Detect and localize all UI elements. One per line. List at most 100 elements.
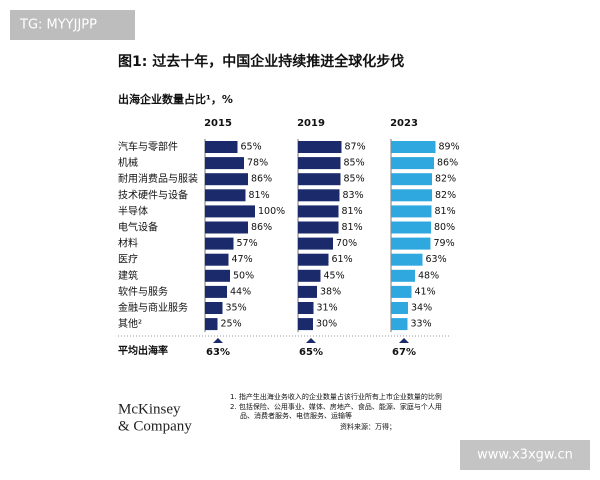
- value-label: 81%: [342, 206, 363, 217]
- value-label: 86%: [251, 222, 272, 233]
- category-label: 金融与商业服务: [118, 301, 188, 314]
- value-label: 33%: [411, 319, 432, 330]
- bar: [298, 253, 329, 266]
- value-label: 81%: [342, 222, 363, 233]
- average-value: 67%: [392, 347, 416, 358]
- bar: [298, 157, 341, 170]
- logo: McKinsey: [118, 401, 181, 417]
- bar: [205, 141, 238, 153]
- value-label: 86%: [437, 158, 458, 169]
- average-label: 平均出海率: [118, 344, 168, 357]
- bar: [205, 302, 223, 314]
- average-marker: [306, 338, 316, 343]
- category-label: 耐用消费品与服装: [118, 172, 198, 185]
- bar: [298, 205, 339, 218]
- bar: [391, 318, 408, 331]
- bar: [205, 253, 229, 266]
- value-label: 35%: [226, 303, 247, 314]
- value-label: 85%: [344, 158, 365, 169]
- bar: [205, 173, 248, 186]
- panel-header: 2019: [297, 118, 325, 129]
- panel-header: 2023: [390, 118, 418, 129]
- bar: [298, 173, 341, 186]
- average-marker: [213, 338, 223, 343]
- category-label: 医疗: [118, 253, 138, 266]
- watermark: TG: MYYJJPP: [19, 18, 97, 33]
- bar: [391, 189, 432, 202]
- chart-subtitle: 出海企业数量占比¹，%: [118, 92, 233, 106]
- value-label: 86%: [251, 174, 272, 185]
- value-label: 50%: [233, 270, 254, 281]
- category-label: 电气设备: [118, 221, 158, 234]
- value-label: 81%: [435, 206, 456, 217]
- bar: [205, 157, 244, 170]
- watermark-box: [460, 440, 590, 470]
- bar: [391, 157, 434, 170]
- value-label: 65%: [241, 142, 262, 153]
- bar: [391, 221, 431, 234]
- category-label: 汽车与零部件: [118, 140, 178, 153]
- value-label: 70%: [336, 238, 357, 249]
- bar: [205, 237, 234, 250]
- bar: [205, 189, 246, 202]
- bar: [205, 285, 227, 298]
- bar: [391, 253, 423, 266]
- bar: [391, 205, 432, 218]
- value-label: 78%: [247, 158, 268, 169]
- category-label: 技术硬件与设备: [118, 188, 188, 201]
- value-label: 31%: [317, 303, 338, 314]
- value-label: 61%: [332, 254, 353, 265]
- value-label: 38%: [320, 286, 341, 297]
- footnote: 品、消费者服务、电信服务、运输等: [240, 411, 352, 420]
- category-label: 半导体: [118, 204, 148, 217]
- average-marker: [399, 338, 409, 343]
- bar: [205, 221, 248, 234]
- bar: [298, 285, 317, 298]
- bar: [391, 302, 408, 314]
- value-label: 81%: [249, 190, 270, 201]
- chart-title: 图1: 过去十年，中国企业持续推进全球化步伐: [118, 53, 404, 70]
- value-label: 63%: [426, 254, 447, 265]
- bar: [205, 318, 218, 331]
- value-label: 87%: [345, 142, 366, 153]
- value-label: 25%: [221, 319, 242, 330]
- value-label: 44%: [230, 286, 251, 297]
- value-label: 80%: [434, 222, 455, 233]
- logo: & Company: [118, 418, 192, 434]
- bar: [298, 237, 333, 250]
- source: 资料来源：万得；: [340, 422, 396, 431]
- value-label: 41%: [415, 286, 436, 297]
- bar: [391, 237, 431, 250]
- average-value: 65%: [299, 347, 323, 358]
- value-label: 57%: [237, 238, 258, 249]
- category-label: 其他²: [118, 317, 142, 330]
- value-label: 82%: [435, 174, 456, 185]
- value-label: 85%: [344, 174, 365, 185]
- value-label: 48%: [418, 270, 439, 281]
- footnote: 1. 指产生出海业务收入的企业数量占该行业所有上市企业数量的比例: [230, 392, 442, 401]
- category-label: 建筑: [118, 269, 138, 282]
- bar: [298, 141, 342, 153]
- bar: [298, 302, 314, 314]
- bar: [391, 141, 436, 153]
- bar: [298, 221, 339, 234]
- category-label: 软件与服务: [118, 285, 168, 298]
- bar: [298, 269, 321, 282]
- category-label: 材料: [118, 237, 138, 250]
- value-label: 83%: [343, 190, 364, 201]
- category-label: 机械: [118, 156, 138, 169]
- bar: [205, 205, 255, 218]
- average-value: 63%: [206, 347, 230, 358]
- value-label: 34%: [411, 303, 432, 314]
- value-label: 100%: [258, 206, 285, 217]
- value-label: 30%: [316, 319, 337, 330]
- bar: [391, 285, 412, 298]
- value-label: 89%: [439, 142, 460, 153]
- bar: [298, 318, 313, 331]
- bar: [391, 173, 432, 186]
- bar: [298, 189, 340, 202]
- panel-header: 2015: [204, 118, 232, 129]
- watermark-box: [10, 10, 135, 40]
